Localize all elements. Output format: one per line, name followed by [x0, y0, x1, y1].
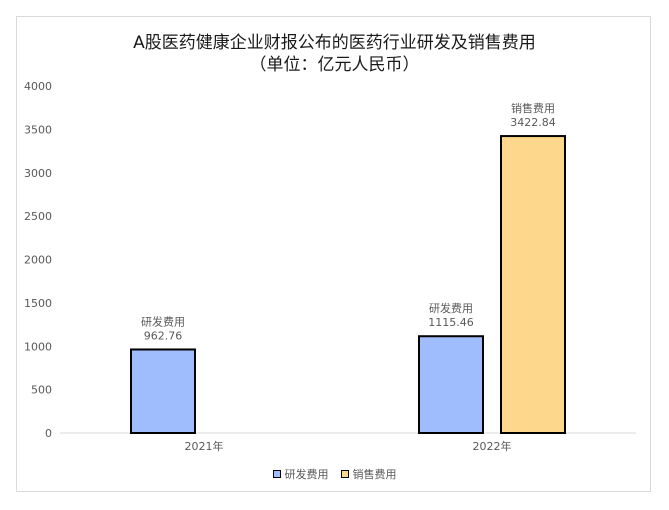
legend: 研发费用 销售费用 — [0, 466, 669, 482]
x-tick-label: 2021年 — [185, 439, 224, 453]
bar — [130, 348, 196, 434]
legend-swatch — [340, 470, 349, 478]
x-tick-label: 2022年 — [473, 439, 512, 453]
y-tick-label: 1500 — [24, 297, 52, 310]
y-tick-label: 4000 — [24, 80, 52, 93]
legend-swatch — [272, 470, 281, 478]
bar — [500, 135, 566, 434]
y-tick-label: 3500 — [24, 123, 52, 136]
chart-subtitle: （单位：亿元人民币） — [249, 55, 420, 75]
legend-item: 销售费用 — [340, 466, 397, 482]
chart-title: A股医药健康企业财报公布的医药行业研发及销售费用 — [133, 33, 536, 53]
y-tick-label: 3000 — [24, 167, 52, 180]
data-label-value: 962.76 — [144, 329, 183, 342]
y-tick-label: 2000 — [24, 254, 52, 267]
data-label-series: 销售费用 — [511, 101, 555, 115]
y-tick-label: 2500 — [24, 210, 52, 223]
data-label-value: 1115.46 — [428, 316, 474, 329]
data-label-value: 3422.84 — [510, 116, 556, 129]
y-tick-label: 1000 — [24, 340, 52, 353]
data-label-series: 研发费用 — [141, 314, 185, 328]
legend-item: 研发费用 — [272, 466, 329, 482]
y-tick-label: 500 — [31, 384, 52, 397]
bar — [418, 335, 484, 435]
legend-label: 研发费用 — [284, 468, 329, 481]
y-tick-label: 0 — [45, 427, 52, 440]
data-label-series: 研发费用 — [429, 301, 473, 315]
legend-label: 销售费用 — [352, 468, 397, 481]
